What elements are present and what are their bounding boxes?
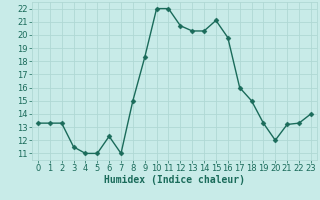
X-axis label: Humidex (Indice chaleur): Humidex (Indice chaleur): [104, 175, 245, 185]
